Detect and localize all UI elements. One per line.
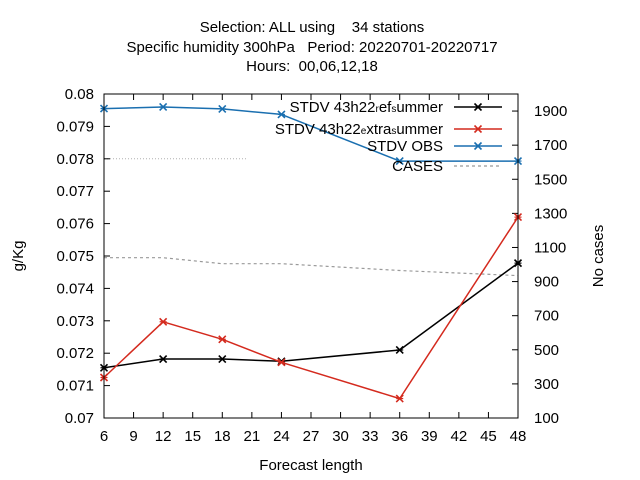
legend: STDV 43h22refsummer STDV 43h22extrasummer…	[275, 99, 502, 175]
y-tick-label: 0.072	[56, 345, 94, 362]
series-line	[103, 106, 518, 162]
y-tick-label: 0.075	[56, 248, 94, 265]
x-tick-label: 36	[391, 428, 408, 445]
legend-label: STDV 43h22refsummer	[290, 99, 443, 116]
y2-tick-label: 1900	[534, 103, 567, 120]
x-tick-label: 27	[303, 428, 320, 445]
x-tick-label: 48	[510, 428, 527, 445]
title-block: Selection: ALL using 34 stations Specifi…	[126, 19, 497, 75]
x-tick-label: 21	[244, 428, 261, 445]
y2-tick-label: 1100	[534, 239, 566, 256]
x-tick-label: 39	[421, 428, 438, 445]
chart-title-line-2: Specific humidity 300hPa Period: 2022070…	[126, 39, 497, 56]
data-point	[277, 110, 286, 119]
chart-title-line-1: Selection: ALL using 34 stations	[200, 19, 425, 36]
data-point	[218, 104, 227, 113]
series-2	[99, 102, 523, 166]
data-point	[159, 354, 168, 364]
x-tick-label: 45	[480, 428, 497, 445]
y2-tick-label: 100	[534, 410, 559, 427]
legend-label: CASES	[392, 158, 443, 175]
plot-frame	[103, 93, 519, 419]
series-line	[103, 262, 519, 369]
x-tick-label: 18	[214, 428, 231, 445]
y2-tick-label: 1700	[534, 137, 567, 154]
data-point	[395, 157, 404, 166]
y-tick-label: 0.08	[65, 86, 94, 103]
data-point	[277, 358, 286, 367]
legend-label: STDV OBS	[367, 138, 443, 155]
x-tick-label: 15	[184, 428, 201, 445]
legend-label: STDV 43h22extrasummer	[275, 121, 443, 138]
y2-tick-label: 500	[534, 342, 559, 359]
data-point	[159, 317, 168, 326]
y-axis-label: g/Kg	[10, 241, 27, 272]
series-layer	[99, 102, 523, 403]
x-tick-label: 6	[100, 428, 108, 445]
y2-tick-label: 900	[534, 274, 559, 291]
y-tick-label: 0.076	[56, 216, 94, 233]
x-tick-label: 33	[362, 428, 379, 445]
series-line	[103, 216, 519, 400]
ticks-layer: 6 9 12 15 18 21 24 27 30 33 36 39 42 45 48 0.07 0.071 0.0…	[56, 86, 567, 445]
chart-title-line-3: Hours: 00,06,12,18	[246, 58, 378, 75]
data-point	[159, 102, 168, 112]
y-tick-label: 0.077	[56, 183, 94, 200]
legend-entry-3: CASES	[392, 158, 502, 175]
y-tick-label: 0.078	[56, 151, 94, 168]
y-tick-label: 0.079	[56, 118, 94, 135]
legend-entry-0: STDV 43h22refsummer	[290, 99, 502, 116]
x-tick-label: 12	[155, 428, 172, 445]
data-point	[218, 335, 227, 344]
y2-tick-label: 700	[534, 308, 559, 325]
legend-entry-2: STDV OBS	[367, 138, 502, 155]
y2-tick-label: 300	[534, 376, 559, 393]
series-line	[104, 257, 519, 277]
series-0	[99, 259, 523, 372]
x-tick-label: 9	[129, 428, 137, 445]
y-tick-label: 0.074	[56, 280, 94, 297]
y2-tick-label: 1500	[534, 171, 567, 188]
x-tick-label: 30	[332, 428, 349, 445]
data-point	[395, 394, 404, 403]
x-tick-label: 24	[273, 428, 290, 445]
legend-entry-1: STDV 43h22extrasummer	[275, 121, 502, 138]
y-tick-label: 0.071	[56, 378, 94, 395]
x-axis-label: Forecast length	[259, 457, 362, 474]
y-tick-label: 0.073	[56, 313, 94, 330]
series-1	[99, 213, 523, 403]
y2-axis-label: No cases	[590, 225, 607, 288]
data-point	[395, 345, 404, 355]
y2-tick-label: 1300	[534, 205, 567, 222]
data-point	[218, 354, 227, 364]
x-tick-label: 42	[451, 428, 468, 445]
series-3	[104, 257, 519, 277]
y-tick-label: 0.07	[65, 410, 94, 427]
